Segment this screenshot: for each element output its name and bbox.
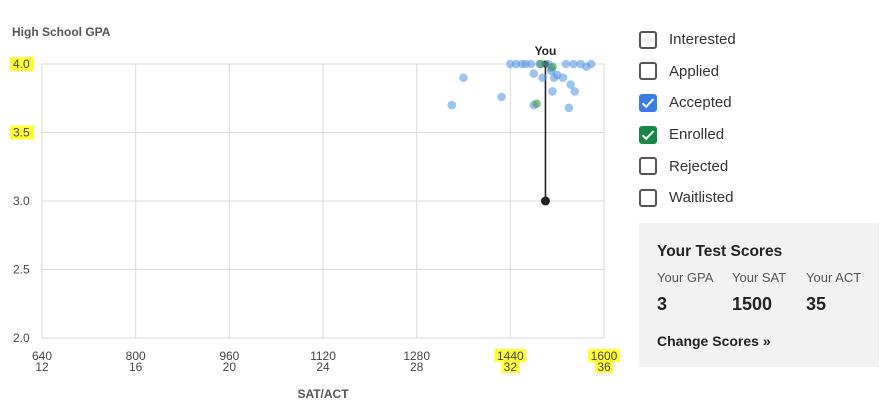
data-point-accepted [564,103,574,113]
status-filter-list: Interested Applied Accepted Enrolled Rej… [639,24,879,214]
y-tick-label: 2.0 [13,331,30,345]
data-point-accepted [538,73,547,82]
act-label: Your ACT [806,270,862,285]
filter-accepted[interactable]: Accepted [639,87,879,119]
data-point-accepted [548,87,557,96]
data-point-enrolled [536,59,546,69]
checkbox-interested[interactable] [639,30,657,49]
filter-label: Accepted [669,94,732,112]
sat-value: 1500 [732,294,773,314]
y-tick-label: 3.5 [13,126,30,140]
x-tick-act-label: 12 [35,360,49,374]
data-point-accepted [561,59,571,69]
sat-label: Your SAT [732,270,787,285]
filter-label: Enrolled [669,126,725,144]
x-tick-sat-label: 1120 [310,349,336,363]
checkbox-rejected[interactable] [639,157,657,176]
checkbox-waitlisted[interactable] [639,188,657,207]
x-tick-sat-label: 800 [126,349,146,363]
data-point-enrolled [532,99,541,109]
filter-label: Rejected [669,157,729,175]
x-tick-sat-label: 1440 [497,349,524,363]
score-row: Your GPA 3 Your SAT 1500 Your ACT 35 [657,270,879,315]
filter-label: Waitlisted [669,189,734,207]
check-icon [641,129,655,140]
data-point-accepted [497,92,506,102]
chart-points [447,59,596,113]
check-icon [641,98,655,109]
checkbox-accepted[interactable] [639,93,657,112]
filter-enrolled[interactable]: Enrolled [639,119,879,151]
x-tick-act-label: 16 [129,360,143,374]
checkbox-enrolled[interactable] [639,125,657,144]
you-point [540,196,550,206]
gpa-value: 3 [657,294,668,314]
filter-applied[interactable]: Applied [639,56,879,88]
change-scores-link[interactable]: Change Scores » [657,333,771,349]
score-act: Your ACT 35 [806,270,861,315]
x-tick-sat-label: 640 [32,349,52,363]
data-point-accepted [459,73,468,82]
x-tick-act-label: 36 [597,360,611,374]
tick-highlight [588,349,620,362]
y-axis-title: High School GPA [12,25,111,39]
data-point-accepted [570,87,580,96]
x-tick-sat-label: 960 [219,349,239,363]
filter-waitlisted[interactable]: Waitlisted [639,182,879,214]
data-point-accepted [566,80,575,89]
scores-title: Your Test Scores [657,243,783,260]
x-tick-act-label: 20 [223,360,237,374]
x-tick-act-label: 32 [504,360,518,374]
data-point-accepted [529,69,539,78]
data-point-accepted [569,59,578,69]
filter-label: Interested [669,31,736,49]
gpa-label: Your GPA [657,270,714,285]
x-tick-act-label: 28 [410,360,424,374]
x-tick-sat-label: 1600 [591,349,618,363]
tick-highlight [501,360,520,373]
data-point-accepted [586,59,596,69]
test-scores-panel: Your Test Scores Your GPA 3 Your SAT 150… [639,223,879,367]
tick-highlight [595,360,613,373]
checkbox-applied[interactable] [639,62,657,81]
data-point-enrolled [548,62,557,72]
score-sat: Your SAT 1500 [732,270,806,315]
y-tick-label: 3.0 [13,194,30,208]
filter-interested[interactable]: Interested [639,24,879,56]
data-point-accepted [526,59,536,69]
you-label: You [535,44,557,58]
tick-highlight [10,125,34,140]
filter-label: Applied [669,62,720,80]
data-point-accepted [558,73,568,82]
x-axis-title: SAT/ACT [297,387,349,401]
data-point-accepted [447,100,457,110]
x-tick-sat-label: 1280 [403,349,430,363]
chart-grid [41,63,605,339]
y-tick-label: 4.0 [13,57,30,71]
filter-rejected[interactable]: Rejected [639,150,879,182]
tick-highlight [494,349,527,362]
score-gpa: Your GPA 3 [657,270,732,315]
y-tick-label: 2.5 [13,263,30,277]
act-value: 35 [806,294,827,314]
tick-highlight [10,57,34,71]
x-tick-act-label: 24 [316,360,330,374]
scatter-chart: High School GPA 2.02.53.03.54.0640128001… [10,25,620,401]
